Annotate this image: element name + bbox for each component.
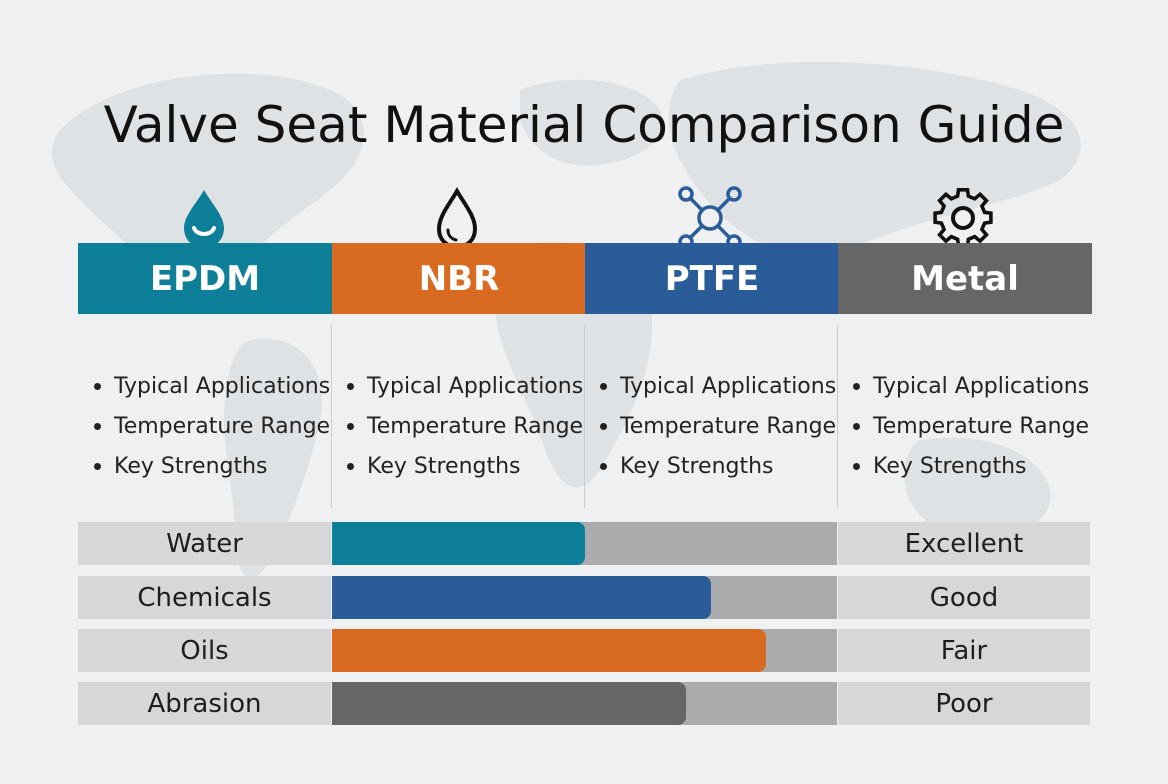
bar-track — [332, 522, 837, 565]
row-label: Water — [78, 522, 331, 565]
bar-fill — [332, 576, 711, 619]
bullet-icon — [853, 422, 860, 430]
molecule-icon — [674, 186, 746, 250]
header-label: EPDM — [149, 258, 261, 299]
header-nbr: NBR — [332, 243, 586, 314]
bar-track — [332, 576, 837, 619]
bullet-icon — [347, 422, 354, 430]
column-divider — [331, 325, 332, 508]
bullet-text: Temperature Range — [367, 413, 584, 439]
list-item: Key Strengths — [94, 446, 344, 486]
bullet-icon — [600, 422, 607, 430]
bar-fill — [332, 522, 585, 565]
list-item: Typical Applications — [347, 366, 597, 406]
row-label: Abrasion — [78, 682, 331, 725]
list-item: Temperature Range — [853, 406, 1103, 446]
row-label: Oils — [78, 629, 331, 672]
bullet-icon — [94, 462, 101, 470]
page-title: Valve Seat Material Comparison Guide — [103, 96, 1065, 154]
bullet-text: Key Strengths — [367, 453, 521, 479]
bullet-text: Temperature Range — [114, 413, 331, 439]
list-item: Temperature Range — [94, 406, 344, 446]
list-item: Typical Applications — [600, 366, 850, 406]
column-divider — [584, 325, 585, 508]
bullet-text: Typical Applications — [367, 373, 584, 399]
list-item: Typical Applications — [94, 366, 344, 406]
row-rating: Fair — [838, 629, 1090, 672]
bullet-text: Typical Applications — [620, 373, 837, 399]
rating-row-abrasion: Abrasion Poor — [78, 682, 1090, 725]
rating-row-water: Water Excellent — [78, 522, 1090, 565]
bullet-text: Typical Applications — [873, 373, 1090, 399]
list-item: Temperature Range — [600, 406, 850, 446]
column-divider — [837, 325, 838, 508]
header-label: Metal — [911, 258, 1019, 299]
bullet-text: Key Strengths — [114, 453, 268, 479]
bullet-icon — [347, 382, 354, 390]
rating-row-chemicals: Chemicals Good — [78, 576, 1090, 619]
header-metal: Metal — [838, 243, 1092, 314]
bullet-icon — [347, 462, 354, 470]
bullet-icon — [853, 382, 860, 390]
oil-drop-icon — [421, 186, 493, 250]
list-item: Key Strengths — [853, 446, 1103, 486]
bullet-text: Temperature Range — [873, 413, 1090, 439]
bullet-list-nbr: Typical Applications Temperature Range K… — [347, 366, 597, 486]
list-item: Key Strengths — [347, 446, 597, 486]
row-rating: Excellent — [838, 522, 1090, 565]
bullet-text: Key Strengths — [620, 453, 774, 479]
bullet-text: Temperature Range — [620, 413, 837, 439]
list-item: Temperature Range — [347, 406, 597, 446]
header-label: PTFE — [664, 258, 760, 299]
bullet-list-ptfe: Typical Applications Temperature Range K… — [600, 366, 850, 486]
bar-fill — [332, 682, 686, 725]
bar-track — [332, 629, 837, 672]
bar-fill — [332, 629, 766, 672]
list-item: Key Strengths — [600, 446, 850, 486]
row-rating: Poor — [838, 682, 1090, 725]
header-ptfe: PTFE — [585, 243, 839, 314]
bullet-list-epdm: Typical Applications Temperature Range K… — [94, 366, 344, 486]
bullet-icon — [600, 382, 607, 390]
header-label: NBR — [418, 258, 500, 299]
bullet-icon — [94, 382, 101, 390]
row-label: Chemicals — [78, 576, 331, 619]
bar-track — [332, 682, 837, 725]
bullet-icon — [94, 422, 101, 430]
bullet-text: Key Strengths — [873, 453, 1027, 479]
header-epdm: EPDM — [78, 243, 332, 314]
bullet-list-metal: Typical Applications Temperature Range K… — [853, 366, 1103, 486]
list-item: Typical Applications — [853, 366, 1103, 406]
gear-icon — [927, 186, 999, 250]
bullet-icon — [853, 462, 860, 470]
water-drop-smile-icon — [168, 186, 240, 250]
row-rating: Good — [838, 576, 1090, 619]
rating-row-oils: Oils Fair — [78, 629, 1090, 672]
bullet-text: Typical Applications — [114, 373, 331, 399]
bullet-icon — [600, 462, 607, 470]
